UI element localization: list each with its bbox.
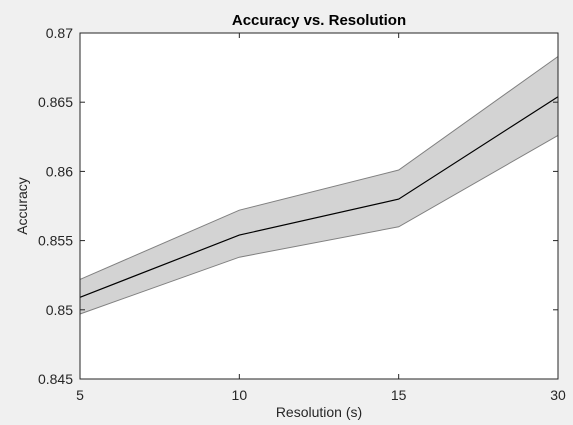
mean-accuracy-line [79, 96, 559, 298]
confidence-band-lower-edge [79, 134, 559, 315]
y-tick-label: 0.86 [46, 163, 73, 179]
y-tick-label: 0.855 [38, 233, 73, 249]
y-axis-label: Accuracy [14, 177, 30, 235]
x-tick-label: 30 [550, 387, 566, 403]
x-tick-label: 15 [391, 387, 407, 403]
chart-title: Accuracy vs. Resolution [232, 12, 406, 29]
x-tick-label: 10 [232, 387, 248, 403]
y-tick-label: 0.845 [38, 371, 73, 387]
confidence-band [80, 56, 558, 314]
y-tick-label: 0.87 [46, 25, 73, 41]
y-tick-label: 0.85 [46, 302, 73, 318]
axes-box [79, 32, 559, 380]
y-tick-label: 0.865 [38, 94, 73, 110]
x-tick-label: 5 [76, 387, 84, 403]
axis-ticks: 5 10 15 30 0.845 0.85 0.855 0.86 0.865 0.87 [38, 25, 566, 403]
confidence-band-upper-edge [79, 56, 559, 280]
x-axis-label: Resolution (s) [276, 404, 362, 420]
